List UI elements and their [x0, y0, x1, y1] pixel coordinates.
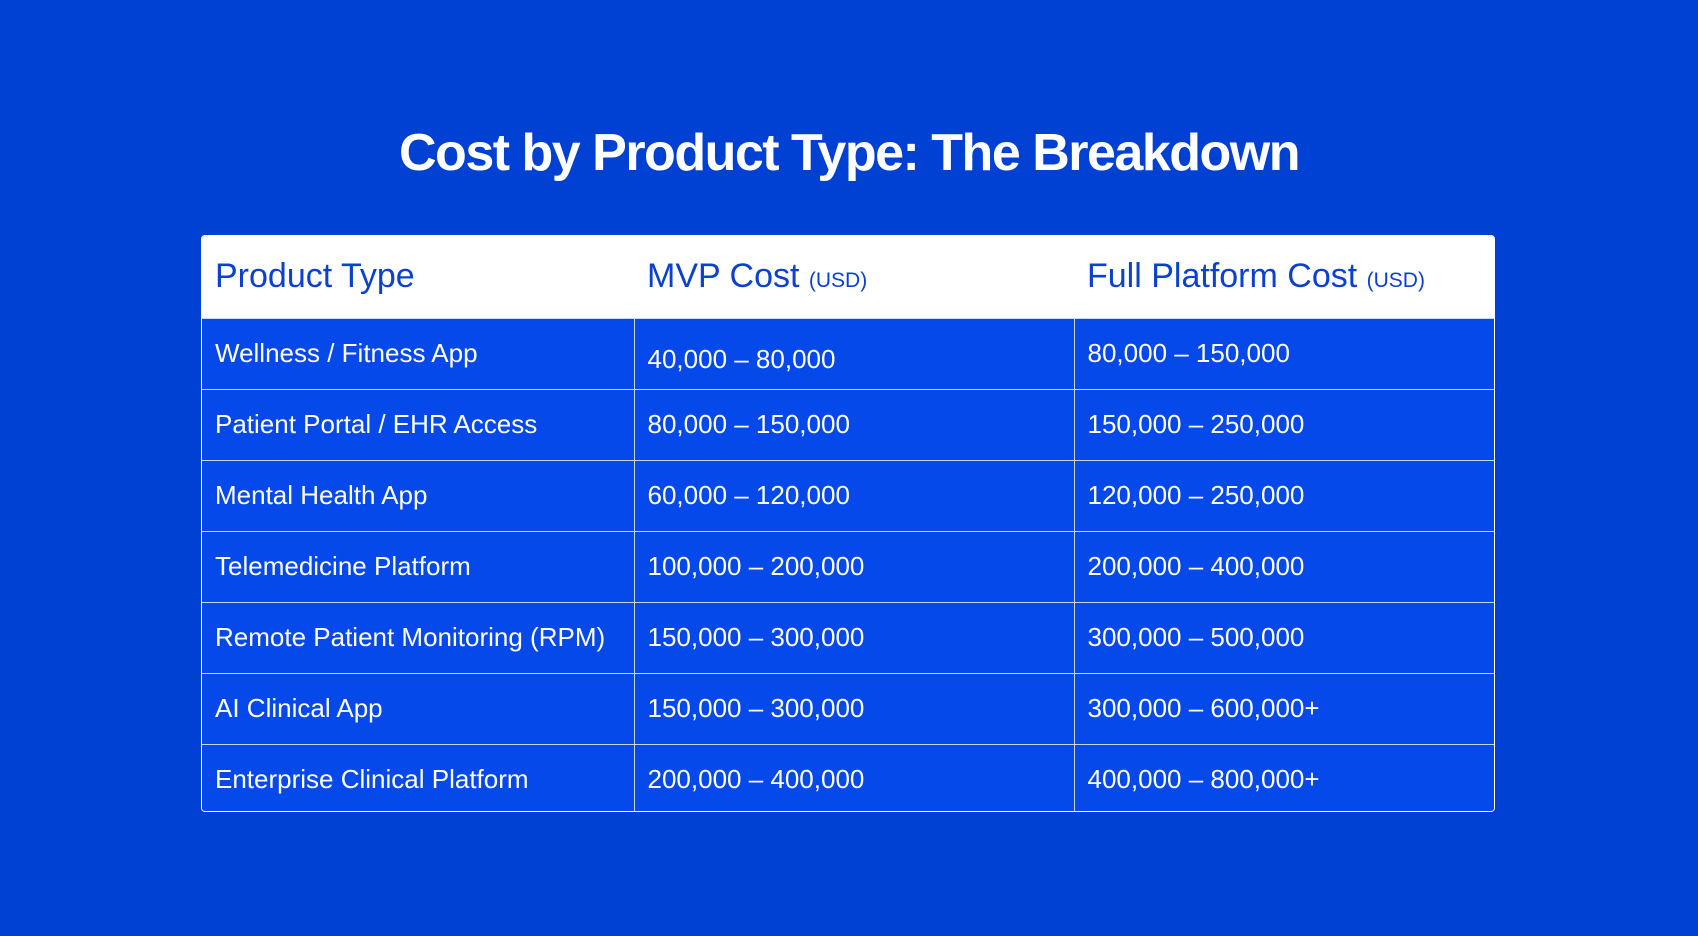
header-full-platform-cost-label: Full Platform Cost [1087, 257, 1358, 296]
header-product-type: Product Type [202, 236, 634, 318]
header-full-platform-cost: Full Platform Cost (USD) [1074, 236, 1494, 318]
table-row: Remote Patient Monitoring (RPM) 150,000 … [202, 601, 1494, 673]
cell-product-type: Remote Patient Monitoring (RPM) [202, 601, 635, 673]
cell-mvp-cost: 150,000 – 300,000 [634, 672, 1075, 744]
cell-mvp-cost: 100,000 – 200,000 [634, 530, 1075, 602]
header-mvp-cost-label: MVP Cost [647, 257, 800, 296]
table-row: Enterprise Clinical Platform 200,000 – 4… [202, 743, 1494, 811]
cell-mvp-cost: 150,000 – 300,000 [634, 601, 1075, 673]
cell-product-type: Mental Health App [202, 459, 635, 531]
cell-product-type: Telemedicine Platform [202, 530, 635, 602]
cell-mvp-cost: 80,000 – 150,000 [634, 388, 1075, 460]
table-row: AI Clinical App 150,000 – 300,000 300,00… [202, 672, 1494, 744]
table-row: Telemedicine Platform 100,000 – 200,000 … [202, 530, 1494, 602]
table-row: Patient Portal / EHR Access 80,000 – 150… [202, 388, 1494, 460]
cell-full-platform-cost: 150,000 – 250,000 [1074, 388, 1494, 460]
header-full-platform-cost-unit: (USD) [1366, 269, 1425, 293]
cell-product-type: AI Clinical App [202, 672, 635, 744]
header-mvp-cost-unit: (USD) [808, 269, 868, 293]
table-header-row: Product Type MVP Cost (USD) Full Platfor… [202, 236, 1494, 318]
table-row: Mental Health App 60,000 – 120,000 120,0… [202, 459, 1494, 531]
cell-mvp-cost: 200,000 – 400,000 [634, 743, 1075, 811]
table-row: Wellness / Fitness App 40,000 – 80,000 8… [202, 317, 1494, 389]
cell-full-platform-cost: 120,000 – 250,000 [1074, 459, 1494, 531]
cell-mvp-cost: 40,000 – 80,000 [634, 317, 1075, 389]
cell-full-platform-cost: 400,000 – 800,000+ [1074, 743, 1494, 811]
table-header: Product Type MVP Cost (USD) Full Platfor… [202, 236, 1494, 318]
cell-product-type: Patient Portal / EHR Access [202, 388, 635, 460]
cost-table-container: Product Type MVP Cost (USD) Full Platfor… [201, 235, 1495, 812]
cost-table: Product Type MVP Cost (USD) Full Platfor… [202, 236, 1494, 811]
cell-full-platform-cost: 200,000 – 400,000 [1074, 530, 1494, 602]
table-body: Wellness / Fitness App 40,000 – 80,000 8… [202, 317, 1494, 811]
cell-full-platform-cost: 300,000 – 600,000+ [1074, 672, 1494, 744]
cell-mvp-cost: 60,000 – 120,000 [634, 459, 1075, 531]
cell-full-platform-cost: 80,000 – 150,000 [1074, 317, 1494, 389]
cell-product-type: Enterprise Clinical Platform [202, 743, 635, 811]
cell-product-type: Wellness / Fitness App [202, 317, 635, 389]
page-title: Cost by Product Type: The Breakdown [399, 124, 1300, 182]
header-mvp-cost: MVP Cost (USD) [634, 236, 1074, 318]
header-product-type-label: Product Type [215, 257, 415, 296]
cell-full-platform-cost: 300,000 – 500,000 [1074, 601, 1494, 673]
